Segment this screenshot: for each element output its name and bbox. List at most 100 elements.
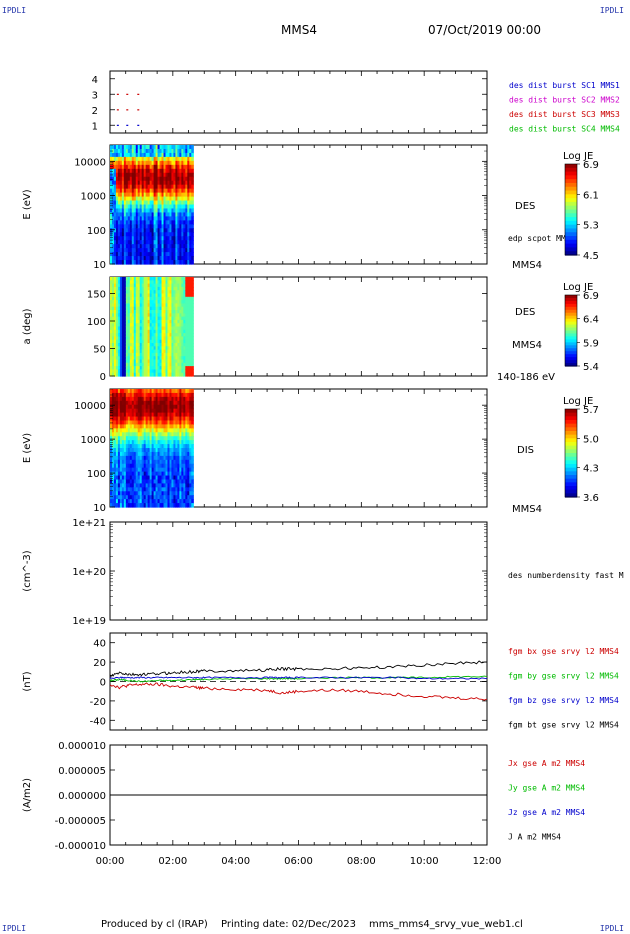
spectrogram-cell [139, 352, 143, 357]
spectrogram-cell [157, 499, 161, 504]
spectrogram-cell [111, 323, 115, 328]
spectrogram-cell [113, 451, 117, 457]
spectrogram-cell [119, 471, 123, 477]
spectrogram-cell [115, 432, 119, 437]
spectrogram-cell [177, 448, 180, 453]
spectrogram-cell [149, 192, 153, 198]
spectrogram-cell [161, 303, 165, 308]
spectrogram-cell [149, 479, 153, 484]
spectrogram-cell [165, 467, 169, 473]
spectrogram-cell [175, 300, 178, 304]
spectrogram-cell [157, 296, 161, 301]
spectrogram-cell [127, 224, 131, 229]
spectrogram-cell [155, 475, 159, 481]
spectrogram-cell [189, 369, 192, 374]
spectrogram-cell [147, 420, 151, 425]
spectrogram-cell [143, 260, 147, 265]
des-pitch-species-label: DES [515, 307, 535, 318]
spectrogram-cell [181, 220, 184, 225]
spectrogram-cell [137, 323, 141, 328]
spectrogram-cell [159, 483, 163, 488]
spectrogram-cell [139, 343, 143, 347]
spectrogram-cell [125, 152, 129, 158]
spectrogram-cell [175, 343, 178, 347]
spectrogram-cell [139, 220, 143, 225]
spectrogram-cell [137, 467, 141, 473]
spectrogram-cell [125, 232, 129, 237]
spectrogram-cell [167, 467, 171, 473]
spectrogram-cell [145, 293, 149, 298]
spectrogram-cell [123, 212, 127, 217]
spectrogram-cell [147, 208, 151, 214]
spectrogram-cell [165, 404, 169, 410]
spectrogram-cell [141, 339, 145, 344]
spectrogram-cell [125, 176, 129, 182]
colorbar-segment [565, 438, 577, 443]
spectrogram-cell [177, 184, 180, 190]
spectrogram-cell [183, 479, 186, 484]
colorbar-segment [565, 198, 577, 203]
spectrogram-cell [119, 499, 123, 504]
spectrogram-cell [173, 184, 177, 190]
spectrogram-cell [183, 300, 186, 304]
spectrogram-cell [157, 200, 161, 206]
spectrogram-cell [179, 204, 182, 210]
spectrogram-cell [181, 389, 184, 394]
spectrogram-cell [191, 208, 194, 214]
spectrogram-cell [191, 212, 194, 217]
spectrogram-cell [157, 467, 161, 473]
spectrogram-cell [171, 319, 175, 324]
spectrogram-cell [161, 362, 165, 367]
spectrogram-cell [149, 200, 153, 206]
spectrogram-cell [177, 495, 180, 500]
des-pitch-y-label-1: 100 [87, 317, 106, 328]
spectrogram-cell [159, 440, 163, 445]
spectrogram-cell [181, 428, 184, 433]
spectrogram-cell [129, 491, 133, 496]
spectrogram-cell [139, 208, 143, 214]
spectrogram-cell [141, 260, 145, 265]
spectrogram-cell [173, 260, 177, 265]
spectrogram-cell [121, 323, 125, 328]
spectrogram-cell [171, 145, 175, 150]
spectrogram-cell [127, 260, 131, 265]
spectrogram-cell [131, 256, 135, 261]
spectrogram-cell [181, 440, 184, 445]
spectrogram-cell [149, 487, 153, 492]
spectrogram-cell [145, 475, 149, 481]
spectrogram-cell [133, 319, 137, 324]
spectrogram-cell [161, 326, 165, 331]
spectrogram-cell [141, 495, 145, 500]
spectrogram-cell [159, 362, 163, 367]
spectrogram-cell [145, 336, 149, 341]
spectrogram-cell [167, 366, 171, 370]
spectrogram-cell [177, 369, 180, 374]
dis-energy-mms-label: MMS4 [512, 504, 542, 515]
spectrogram-cell [169, 396, 173, 402]
spectrogram-cell [191, 467, 194, 473]
spectrogram-cell [181, 479, 184, 484]
spectrogram-cell [113, 444, 117, 449]
spectrogram-cell [123, 224, 127, 229]
spectrogram-cell [183, 455, 186, 461]
spectrogram-cell [151, 420, 155, 425]
spectrogram-cell [133, 356, 137, 361]
spectrogram-cell [165, 204, 169, 210]
spectrogram-cell [129, 440, 133, 445]
spectrogram-cell [155, 487, 159, 492]
spectrogram-cell [133, 396, 137, 402]
spectrogram-cell [185, 212, 188, 217]
spectrogram-cell [179, 228, 182, 233]
spectrogram-cell [110, 300, 113, 304]
spectrogram-cell [119, 389, 123, 394]
spectrogram-cell [149, 145, 153, 150]
spectrogram-cell [145, 483, 149, 488]
spectrogram-cell [175, 459, 178, 465]
spectrogram-cell [117, 313, 121, 318]
spectrogram-cell [165, 196, 169, 202]
spectrogram-cell [137, 293, 141, 298]
spectrogram-cell [143, 216, 147, 221]
spectrogram-cell [143, 389, 147, 394]
spectrogram-cell [187, 491, 190, 496]
spectrogram-cell [117, 336, 121, 341]
